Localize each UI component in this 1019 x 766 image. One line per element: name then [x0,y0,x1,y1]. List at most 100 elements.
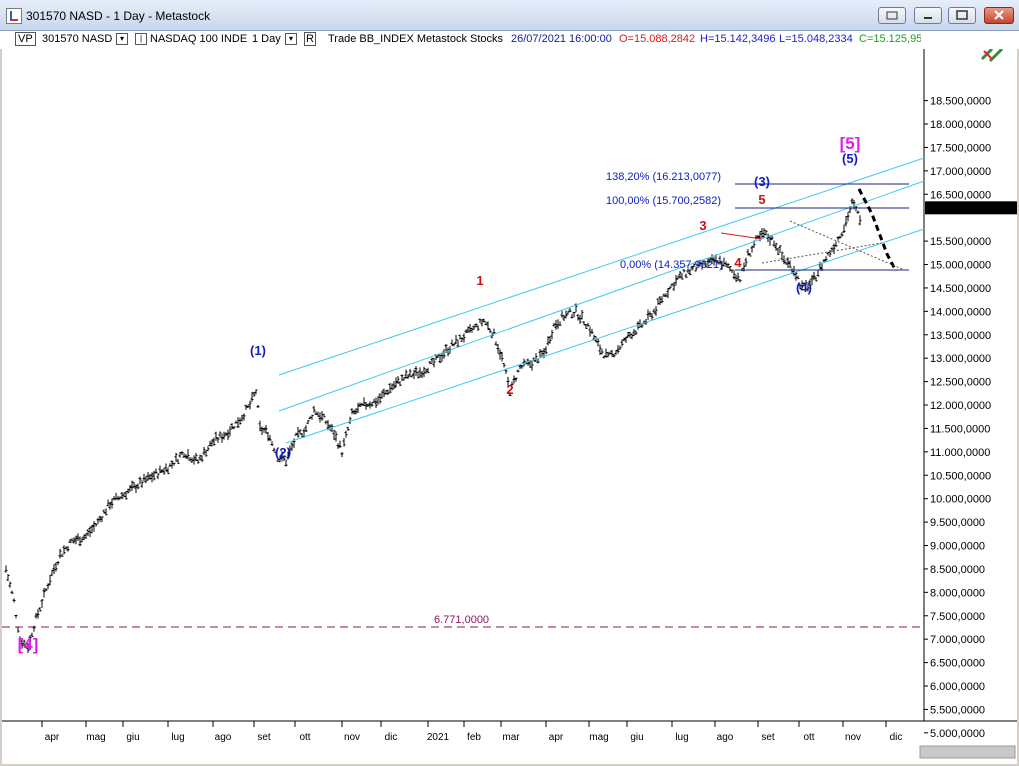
price-bar [598,344,602,356]
price-bar [22,639,26,646]
price-bar [794,271,798,281]
price-bar [590,328,594,335]
projection-guide-2[interactable] [761,242,883,264]
price-bar [398,381,402,387]
close-value: C=15.125,951 [859,33,921,45]
period-dropdown[interactable]: ▾ [285,33,297,45]
price-bar [804,279,808,289]
price-bar [160,468,164,473]
minor-trend-line[interactable] [720,232,763,240]
middle-channel-line[interactable] [278,180,925,412]
price-bar [338,440,342,449]
price-bar [844,215,848,227]
price-bar [274,451,278,455]
price-bar [70,538,74,542]
price-bar [732,270,736,280]
price-bar [824,256,828,262]
x-axis-label: set [257,732,271,743]
price-bar [236,417,240,428]
price-bar [162,467,166,475]
price-bar [800,280,804,291]
maximize-button[interactable] [948,7,976,24]
price-bar [654,305,658,316]
price-bar [494,341,498,346]
price-bar [478,318,482,323]
price-chart-svg[interactable]: 138,20% (16.213,0077) 100,00% (15.700,258… [2,49,1017,764]
price-bar [634,330,638,335]
price-bar [400,374,404,382]
x-axis-label: mar [502,732,520,743]
price-bar [224,432,228,436]
projection-guide-1[interactable] [789,220,903,270]
price-bar [378,393,382,404]
price-bar [248,400,252,410]
price-bar [724,261,728,267]
price-bar [704,263,708,268]
price-bar [62,545,66,555]
chart-settings-icon[interactable] [980,49,1004,63]
minor-wave-4-label: 4 [734,255,742,270]
price-bar [554,319,558,330]
price-bar [324,420,328,425]
price-bar [20,638,24,649]
price-bar [774,242,778,251]
restore-icon [886,11,898,20]
price-bar [222,431,226,440]
price-bar [628,331,632,338]
price-bar [396,375,400,384]
price-bar [828,250,832,257]
price-bar [432,357,436,368]
price-bar [626,331,630,338]
lower-channel-line[interactable] [285,228,925,444]
restore-window-button[interactable] [878,7,906,24]
upper-channel-line[interactable] [278,157,925,376]
app-icon[interactable] [6,8,22,24]
price-bar [32,625,36,632]
price-bar [186,449,190,460]
price-bar [596,338,600,347]
price-bar [406,374,410,379]
price-bar [600,348,604,355]
price-bar [584,324,588,329]
price-bar [244,404,248,410]
price-bar [488,328,492,333]
price-bar [306,419,310,425]
price-bar [690,265,694,271]
minor-wave-1-label: 1 [476,273,483,288]
close-button[interactable] [984,7,1014,24]
price-chart[interactable]: 138,20% (16.213,0077) 100,00% (15.700,258… [2,49,1017,764]
price-bar [446,347,450,357]
projected-path[interactable] [857,188,898,272]
price-bar [282,457,286,462]
minimize-button[interactable] [914,7,942,24]
price-bar [212,437,216,446]
refresh-dropdown[interactable]: R [304,32,316,46]
security-options-button[interactable]: | [135,33,147,45]
y-axis-label: 9.000,0000 [930,541,985,553]
price-bar [26,643,30,654]
symbol-dropdown[interactable]: ▾ [116,33,128,45]
price-bar [56,561,60,566]
price-bar [762,228,766,239]
y-axis-label: 12.500,0000 [930,377,991,389]
x-axis-label: 2021 [427,732,450,743]
price-bar [858,215,862,226]
y-axis-label: 15.000,0000 [930,260,991,272]
price-bar [638,319,642,328]
price-bar [484,322,488,326]
price-bar [776,248,780,256]
y-axis-label: 17.000,0000 [930,166,991,178]
y-axis-label: 11.500,0000 [930,423,990,435]
price-bar [714,254,718,263]
price-bar [456,339,460,348]
price-bar [764,230,768,236]
price-bar [516,369,520,373]
price-bar [744,257,748,267]
vp-toggle[interactable]: VP [15,32,36,46]
price-bar [390,383,394,391]
horizontal-scrollbar[interactable] [919,745,1016,759]
price-bar [280,451,284,462]
price-bar [122,492,126,498]
price-bar [84,532,88,540]
price-bar [588,326,592,337]
